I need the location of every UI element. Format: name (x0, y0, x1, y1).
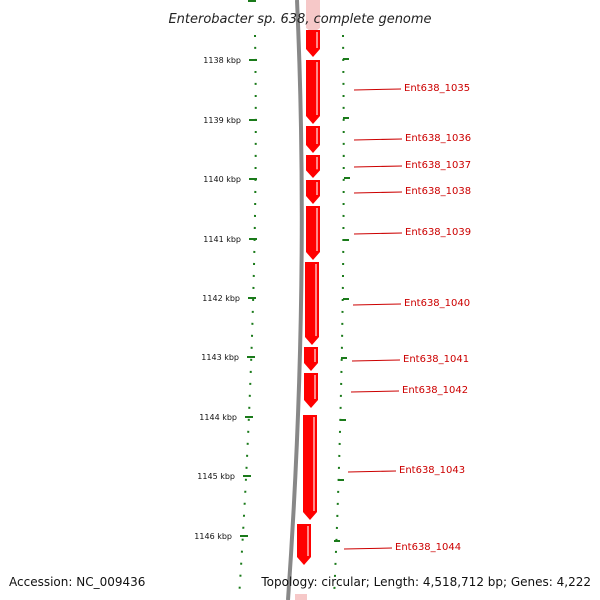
gene-arrow-group (297, 30, 320, 565)
gene-leader-line (352, 303, 402, 306)
kbp-tick-label: 1146 kbp (194, 532, 232, 541)
gene-fragment-bottom (295, 594, 307, 600)
gene-label[interactable]: Ent638_1035 (404, 83, 470, 94)
kbp-tick-label: 1144 kbp (199, 413, 237, 422)
gene-leader-line (347, 470, 397, 473)
gene-label-group: Ent638_1035 Ent638_1036 Ent638_1037 Ent638_… (343, 83, 471, 553)
gene-leader-line (353, 191, 403, 194)
right-scale-dots (333, 34, 345, 599)
right-tick-group (334, 58, 350, 542)
kbp-tick-label: 1140 kbp (203, 175, 241, 184)
kbp-tick-label: 1141 kbp (203, 235, 241, 244)
gene-leader-line (353, 88, 402, 91)
genome-title: Enterobacter sp. 638, complete genome (168, 12, 431, 27)
gene-leader-line (351, 359, 401, 362)
gene-label[interactable]: Ent638_1036 (405, 133, 471, 144)
kbp-tick-label: 1138 kbp (203, 56, 241, 65)
gene-label[interactable]: Ent638_1042 (402, 385, 468, 396)
accession-text: Accession: NC_009436 (9, 575, 145, 589)
genome-backbone (286, 0, 304, 600)
gene-leader-line (353, 232, 403, 235)
gene-label[interactable]: Ent638_1039 (405, 227, 471, 238)
gene-label[interactable]: Ent638_1038 (405, 186, 471, 197)
gene-label[interactable]: Ent638_1044 (395, 542, 461, 553)
kbp-tick-label: 1139 kbp (203, 116, 241, 125)
kbp-tick-group: 1138 kbp 1139 kbp 1140 kbp 1141 kbp 1142 kbp… (194, 0, 257, 541)
gene-label[interactable]: Ent638_1040 (404, 298, 470, 309)
gene-leader-line (350, 390, 400, 393)
gene-label[interactable]: Ent638_1037 (405, 160, 471, 171)
gene-label[interactable]: Ent638_1041 (403, 354, 469, 365)
topology-text: Topology: circular; Length: 4,518,712 bp… (260, 575, 591, 589)
gene-leader-line (353, 165, 403, 168)
gene-leader-line (353, 138, 403, 141)
gene-leader-line (343, 547, 393, 550)
kbp-tick-label: 1143 kbp (201, 353, 239, 362)
kbp-tick-label: 1145 kbp (197, 472, 235, 481)
gene-fragment-top (306, 0, 320, 33)
gene-label[interactable]: Ent638_1043 (399, 465, 465, 476)
left-scale-dots (238, 34, 257, 599)
kbp-tick-label: 1142 kbp (202, 294, 240, 303)
